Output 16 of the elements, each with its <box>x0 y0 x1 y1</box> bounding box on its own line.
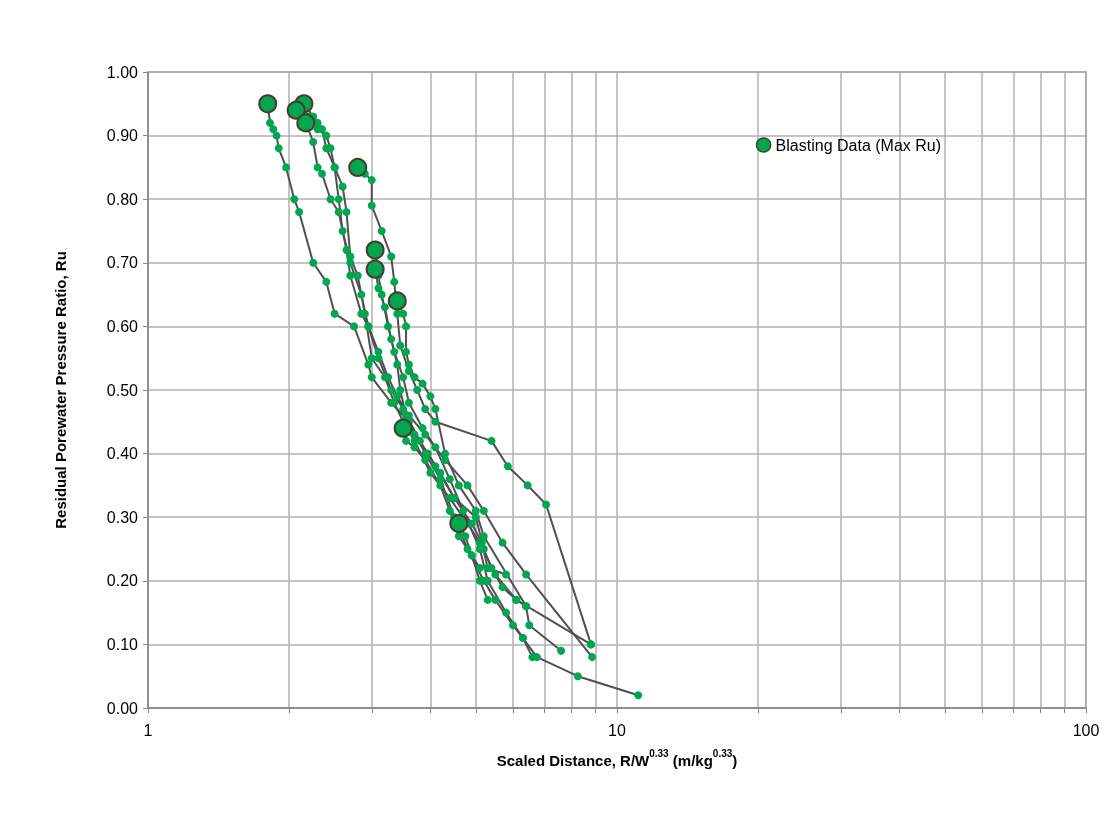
legend-label: Blasting Data (Max Ru) <box>775 136 941 154</box>
x-tick-label: 1 <box>143 721 153 739</box>
x-tick-label: 100 <box>1072 721 1100 739</box>
x-tick-label: 10 <box>608 721 626 739</box>
y-tick-label: 0.10 <box>106 635 139 653</box>
y-tick-label: 0.40 <box>106 445 139 463</box>
y-tick-label: 0.50 <box>106 381 139 399</box>
y-tick-label: 0.00 <box>106 699 139 717</box>
y-tick-label: 0.30 <box>106 508 139 526</box>
y-tick-label: 0.80 <box>106 190 139 208</box>
y-tick-label: 0.60 <box>106 317 139 335</box>
y-tick-label: 0.70 <box>106 254 139 272</box>
y-tick-label: 1.00 <box>106 63 139 81</box>
y-tick-label: 0.90 <box>106 127 139 145</box>
y-axis-title: Residual Porewater Pressure Ratio, Ru <box>52 251 69 529</box>
y-tick-label: 0.20 <box>106 572 139 590</box>
